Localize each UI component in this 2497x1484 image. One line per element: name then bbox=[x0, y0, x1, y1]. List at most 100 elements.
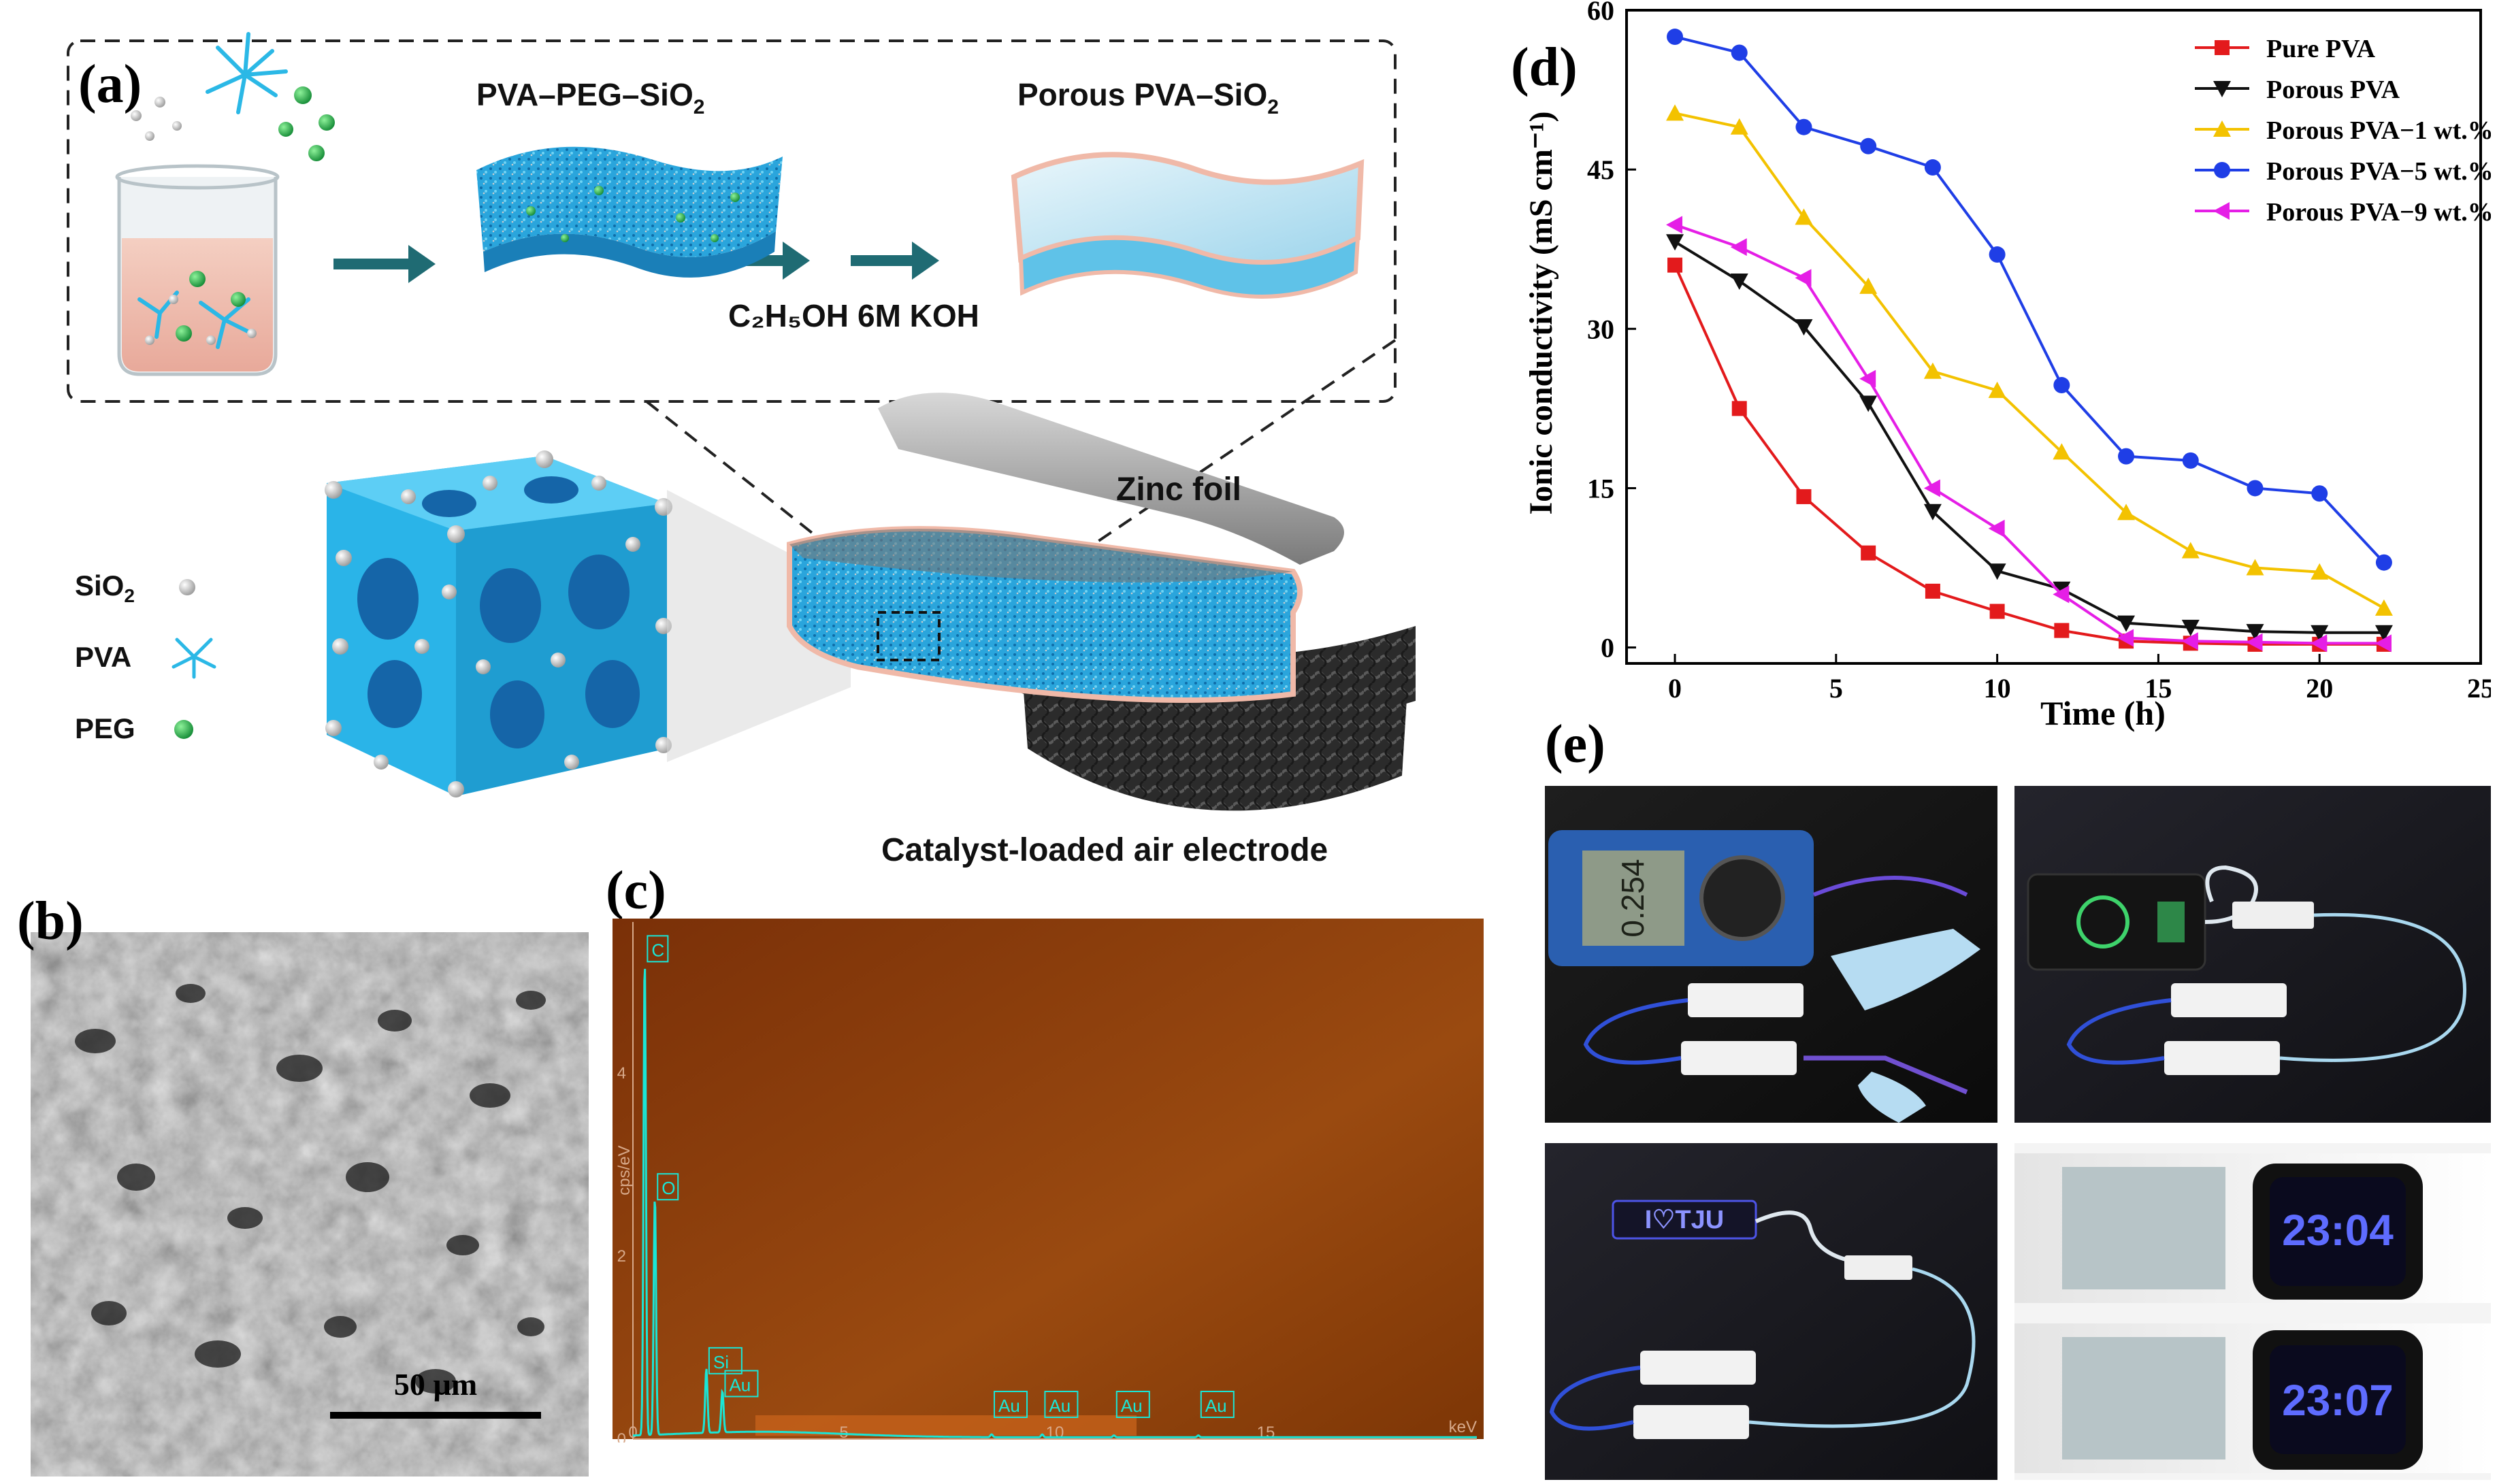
data-point bbox=[1923, 504, 1942, 521]
eds-peak-label: Si bbox=[713, 1352, 729, 1372]
series-porous-pva-1-wt-sio bbox=[1666, 104, 2393, 616]
label-6m-koh: 6M KOH bbox=[858, 298, 979, 333]
data-point bbox=[2375, 554, 2392, 571]
series-porous-pva-9-wt-sio bbox=[1666, 216, 2392, 653]
panel-a-letter: (a) bbox=[78, 54, 142, 114]
data-point bbox=[1924, 159, 1941, 176]
eds-x-tick-label: 15 bbox=[1257, 1423, 1275, 1442]
y-tick-label: 60 bbox=[1587, 0, 1614, 26]
eds-peak-label-box bbox=[994, 1391, 1028, 1418]
legend-entry: Porous PVA bbox=[2266, 76, 2400, 104]
data-point bbox=[1859, 277, 1878, 294]
photo-led-badge: I♡TJU bbox=[1545, 1143, 1997, 1480]
component-legend: SiO2 PVA PEG bbox=[75, 570, 216, 744]
panel-a-schematic: (a) PVA–PEG–SiO2 C₂H₅OH 6M KOH bbox=[67, 32, 1416, 868]
legend-sio2-label: SiO2 bbox=[75, 570, 135, 606]
peg-marker-icon bbox=[174, 720, 193, 739]
data-point bbox=[2117, 615, 2136, 632]
eds-peak-label: Au bbox=[1049, 1396, 1071, 1416]
data-point bbox=[1730, 238, 1747, 257]
label-ethanol: C₂H₅OH bbox=[728, 298, 849, 333]
data-point bbox=[1925, 583, 1940, 599]
eds-x-tick-label: 10 bbox=[1046, 1423, 1064, 1442]
photo-grid: 0.254 I♡TJU bbox=[1545, 786, 2491, 1480]
panel-d-letter: (d) bbox=[1511, 37, 1578, 97]
eds-peak-label-box bbox=[1200, 1391, 1235, 1418]
data-point bbox=[2053, 377, 2070, 394]
legend-marker bbox=[2214, 162, 2230, 178]
x-axis-label: Time (h) bbox=[2040, 694, 2166, 732]
data-point bbox=[2311, 485, 2328, 502]
data-point bbox=[2182, 452, 2199, 469]
porous-cube-illustration bbox=[325, 450, 851, 797]
photo-smartwatches: 23:04 23:07 bbox=[2014, 1143, 2491, 1480]
legend-marker bbox=[2213, 202, 2230, 220]
data-point bbox=[2053, 443, 2071, 460]
porous-pva-sio2-membrane bbox=[1011, 152, 1365, 299]
plot-frame bbox=[1625, 9, 2482, 665]
eds-peak-label-box bbox=[1115, 1391, 1150, 1418]
x-tick-label: 0 bbox=[1668, 673, 1682, 704]
data-point bbox=[1796, 489, 1812, 504]
multimeter-reading: 0.254 bbox=[1615, 859, 1650, 937]
data-point bbox=[1667, 257, 1683, 273]
photo-multimeter: 0.254 bbox=[1545, 786, 1997, 1123]
data-point bbox=[1666, 104, 1684, 121]
data-point bbox=[1989, 604, 2005, 619]
data-point bbox=[2181, 542, 2200, 559]
label-zinc-foil: Zinc foil bbox=[1116, 472, 1241, 508]
data-point bbox=[1923, 479, 1940, 497]
eds-plot-background bbox=[613, 919, 1484, 1439]
legend-entry: Pure PVA bbox=[2266, 35, 2376, 63]
data-point bbox=[1859, 369, 1876, 388]
data-point bbox=[1666, 216, 1683, 234]
data-point bbox=[2374, 634, 2392, 653]
eds-peak-label: Au bbox=[1205, 1396, 1227, 1416]
label-pva-peg-sio2: PVA–PEG–SiO2 bbox=[476, 77, 704, 118]
data-point bbox=[2246, 559, 2264, 576]
eds-peak-label-box bbox=[1044, 1391, 1079, 1418]
y-tick-label: 45 bbox=[1587, 154, 1614, 185]
eds-peak-label-box bbox=[647, 935, 669, 963]
process-arrow bbox=[333, 242, 939, 283]
eds-y-tick-label: 2 bbox=[617, 1247, 626, 1266]
series-porous-pva bbox=[1666, 234, 2393, 642]
eds-peak-label: Au bbox=[1121, 1396, 1143, 1416]
x-tick-label: 25 bbox=[2467, 673, 2491, 704]
eds-peak-label: O bbox=[662, 1178, 675, 1198]
legend-marker bbox=[2215, 40, 2230, 55]
eds-y-axis-label: cps/eV bbox=[615, 1145, 634, 1195]
data-point bbox=[2053, 585, 2070, 604]
data-point bbox=[1731, 44, 1748, 61]
y-tick-label: 0 bbox=[1601, 633, 1614, 663]
eds-spectrum-trace bbox=[633, 968, 1477, 1438]
panel-e-letter: (e) bbox=[1545, 714, 1605, 774]
legend-marker bbox=[2213, 81, 2231, 97]
series-line bbox=[1674, 240, 2384, 634]
eds-x-tick-label: 0 bbox=[628, 1423, 637, 1442]
data-point bbox=[1988, 563, 2006, 580]
eds-x-unit-label: keV bbox=[1449, 1418, 1477, 1436]
label-air-electrode: Catalyst-loaded air electrode bbox=[881, 832, 1328, 868]
data-point bbox=[2181, 632, 2198, 650]
data-point bbox=[2311, 563, 2329, 580]
data-point bbox=[2374, 599, 2393, 616]
data-point bbox=[1795, 269, 1812, 287]
x-tick-label: 5 bbox=[1829, 673, 1843, 704]
series-line bbox=[1674, 35, 2385, 564]
data-point bbox=[1989, 246, 2006, 263]
eds-peak-label-box bbox=[724, 1370, 759, 1398]
data-point bbox=[1730, 118, 1748, 135]
legend-peg-label: PEG bbox=[75, 712, 135, 744]
data-point bbox=[2374, 625, 2393, 642]
process-dashed-box bbox=[67, 39, 1397, 403]
watch-time-top: 23:04 bbox=[2282, 1206, 2394, 1255]
sio2-marker-icon bbox=[179, 579, 195, 595]
y-axis-label: Ionic conductivity (mS cm⁻¹) bbox=[1523, 111, 1559, 514]
data-point bbox=[1795, 319, 1813, 336]
data-point bbox=[2117, 629, 2134, 647]
eds-peak-label-box bbox=[657, 1173, 679, 1201]
data-point bbox=[1730, 274, 1748, 291]
series-line bbox=[1674, 264, 2384, 646]
panel-b-sem-image: (b) 50 µm bbox=[17, 891, 589, 1477]
